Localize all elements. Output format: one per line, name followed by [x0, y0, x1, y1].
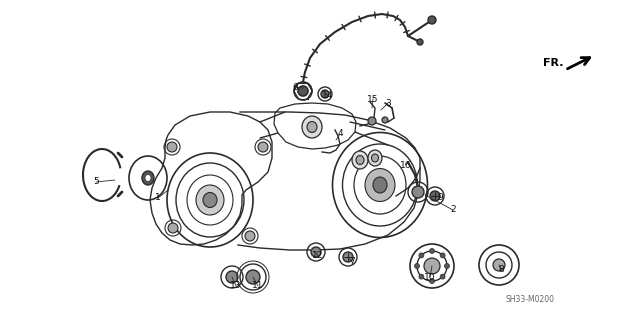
Circle shape — [429, 278, 435, 284]
Ellipse shape — [368, 150, 382, 166]
Text: 12: 12 — [312, 251, 324, 261]
Text: SH33-M0200: SH33-M0200 — [506, 294, 554, 303]
Circle shape — [311, 247, 321, 257]
Circle shape — [493, 259, 505, 271]
Ellipse shape — [203, 192, 217, 207]
Ellipse shape — [145, 174, 151, 182]
Text: 10: 10 — [424, 272, 436, 281]
Ellipse shape — [302, 116, 322, 138]
Circle shape — [419, 253, 424, 258]
Circle shape — [343, 252, 353, 262]
Circle shape — [258, 142, 268, 152]
Circle shape — [167, 142, 177, 152]
Circle shape — [226, 271, 238, 283]
Ellipse shape — [365, 168, 395, 202]
Text: 1: 1 — [155, 194, 161, 203]
Ellipse shape — [371, 154, 378, 162]
Ellipse shape — [352, 151, 368, 169]
Circle shape — [245, 231, 255, 241]
Text: 11: 11 — [252, 281, 264, 291]
Circle shape — [428, 16, 436, 24]
Circle shape — [368, 117, 376, 125]
Circle shape — [412, 186, 424, 198]
Ellipse shape — [356, 155, 364, 165]
Text: 2: 2 — [450, 205, 456, 214]
Text: 13: 13 — [230, 281, 242, 291]
Circle shape — [445, 263, 449, 269]
Circle shape — [419, 274, 424, 279]
Ellipse shape — [373, 177, 387, 193]
Circle shape — [246, 270, 260, 284]
Circle shape — [430, 191, 440, 201]
Circle shape — [424, 258, 440, 274]
Text: 15: 15 — [367, 94, 379, 103]
Ellipse shape — [307, 122, 317, 132]
Circle shape — [168, 223, 178, 233]
Circle shape — [440, 274, 445, 279]
Text: 16: 16 — [400, 160, 412, 169]
Text: 8: 8 — [498, 265, 504, 275]
Circle shape — [415, 263, 419, 269]
Text: 3: 3 — [385, 99, 391, 108]
Circle shape — [417, 39, 423, 45]
Text: FR.: FR. — [543, 58, 563, 68]
Circle shape — [298, 86, 308, 96]
Text: 6: 6 — [292, 83, 298, 92]
Text: 5: 5 — [93, 177, 99, 187]
Ellipse shape — [142, 171, 154, 185]
Circle shape — [321, 90, 329, 98]
Text: 4: 4 — [337, 130, 343, 138]
Circle shape — [440, 253, 445, 258]
Ellipse shape — [196, 185, 224, 215]
Text: 9: 9 — [437, 192, 443, 202]
Text: 7: 7 — [349, 257, 355, 266]
Circle shape — [382, 117, 388, 123]
Text: 14: 14 — [323, 91, 333, 100]
Circle shape — [429, 249, 435, 254]
